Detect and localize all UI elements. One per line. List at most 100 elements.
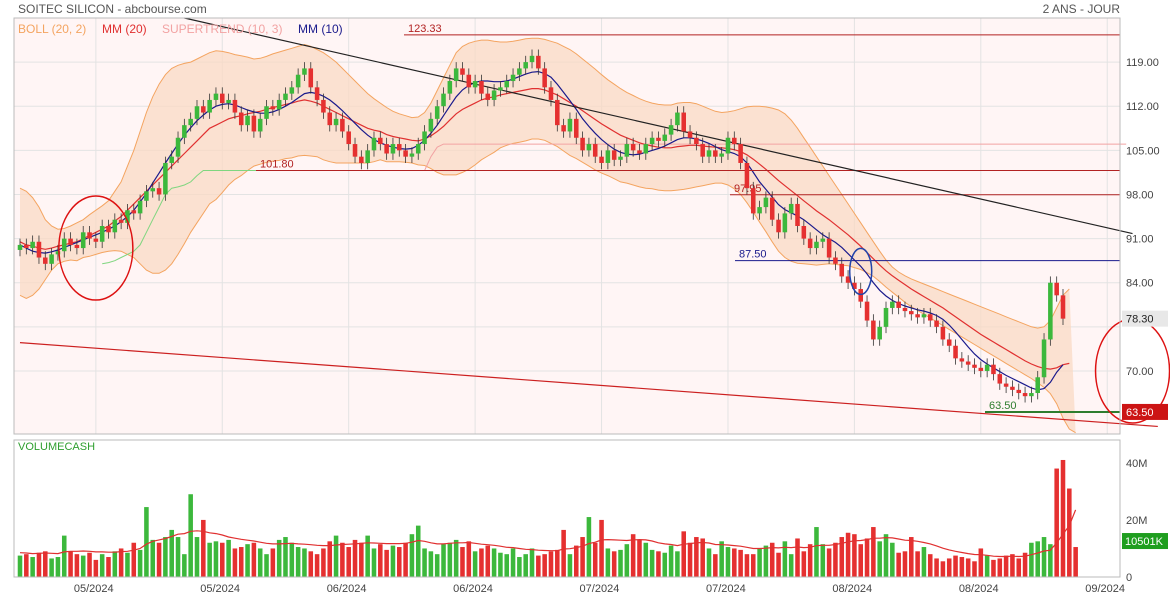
volume-bar (1041, 537, 1047, 577)
annotation-circle (58, 195, 134, 301)
legend-mm20: MM (20) (102, 22, 147, 36)
x-tick-label: 08/2024 (832, 583, 872, 595)
volume-bar (498, 552, 503, 577)
candle (738, 144, 743, 163)
volume-bar (681, 531, 687, 577)
volume-bar (144, 507, 149, 577)
volume-bar (852, 534, 857, 577)
candle (1003, 383, 1009, 387)
candle (201, 106, 206, 113)
candle (618, 156, 623, 160)
volume-bar (333, 535, 339, 577)
candle (144, 191, 149, 201)
candle (434, 106, 440, 119)
y-tick-label: 98.00 (1126, 189, 1154, 201)
volume-bar (972, 561, 977, 577)
candle (896, 301, 901, 308)
candle (656, 137, 661, 141)
candle (940, 326, 946, 340)
volume-bar (934, 558, 939, 577)
candle (555, 99, 560, 126)
volume-bar (801, 551, 807, 577)
chart-period: 2 ANS - JOUR (1042, 2, 1120, 16)
candle (681, 112, 687, 132)
support-badge (1122, 403, 1168, 420)
volume-y-tick-label: 0 (1126, 572, 1132, 584)
candle (359, 156, 364, 163)
candle (220, 93, 225, 104)
candle (327, 112, 333, 126)
candle (991, 364, 996, 375)
candle (580, 137, 585, 151)
candle (523, 62, 528, 69)
volume-bar (403, 542, 408, 577)
volume-bar (732, 548, 737, 577)
candle (308, 68, 314, 88)
candle (643, 144, 649, 154)
volume-bar (321, 548, 326, 577)
candle (99, 226, 105, 242)
volume-bar (820, 544, 826, 577)
volume-bar (460, 547, 465, 577)
candle (649, 137, 655, 145)
candle (226, 99, 231, 104)
candle (662, 134, 668, 141)
candle (807, 238, 813, 249)
volume-bar (169, 529, 174, 577)
last-price-badge (1122, 310, 1168, 327)
volume-bar (1054, 468, 1059, 577)
candle (852, 282, 857, 290)
annotation-circle (848, 247, 873, 296)
volume-bar (896, 552, 901, 577)
volume-bar (675, 551, 680, 577)
candle (333, 118, 339, 126)
volume-bar (624, 544, 630, 577)
legend-supertrend: SUPERTREND (10, 3) (162, 22, 283, 36)
candle (700, 144, 705, 157)
volume-bar (883, 534, 889, 577)
candle (428, 118, 434, 132)
volume-bar (1029, 542, 1034, 577)
volume-bar (36, 552, 42, 577)
volume-bar (359, 542, 364, 577)
candle (251, 115, 257, 132)
volume-bar (921, 547, 927, 577)
volume-bar (725, 547, 731, 577)
candle (396, 144, 402, 151)
volume-bar (618, 549, 623, 577)
candle (68, 238, 73, 245)
volume-bar (946, 558, 952, 577)
candle (137, 200, 143, 214)
volume-bar (74, 554, 80, 577)
candle (776, 219, 781, 233)
mm10-line (19, 70, 1064, 391)
volume-bar (384, 549, 389, 577)
candle (529, 55, 535, 63)
candle (744, 162, 750, 189)
candle (504, 81, 510, 88)
volume-bar (668, 545, 674, 577)
volume-bar (763, 545, 769, 577)
volume-bar (997, 558, 1003, 577)
candle (871, 320, 876, 340)
candle (87, 232, 92, 239)
candle (485, 93, 491, 100)
volume-bar (814, 527, 819, 577)
x-tick-label: 06/2024 (327, 583, 367, 595)
candle (460, 68, 465, 75)
volume-bar (858, 544, 863, 577)
volume-bar (55, 557, 61, 577)
candle (877, 326, 882, 340)
volume-bar (220, 542, 225, 577)
volume-bar (1067, 488, 1072, 577)
volume-bar (643, 542, 649, 577)
level-label: 87.50 (739, 249, 767, 261)
candle (125, 210, 130, 223)
candle (169, 156, 174, 163)
volume-bar (24, 554, 29, 577)
candle (592, 144, 598, 157)
volume-bar (245, 544, 250, 577)
y-tick-label: 119.00 (1126, 57, 1159, 69)
candle (845, 276, 851, 283)
